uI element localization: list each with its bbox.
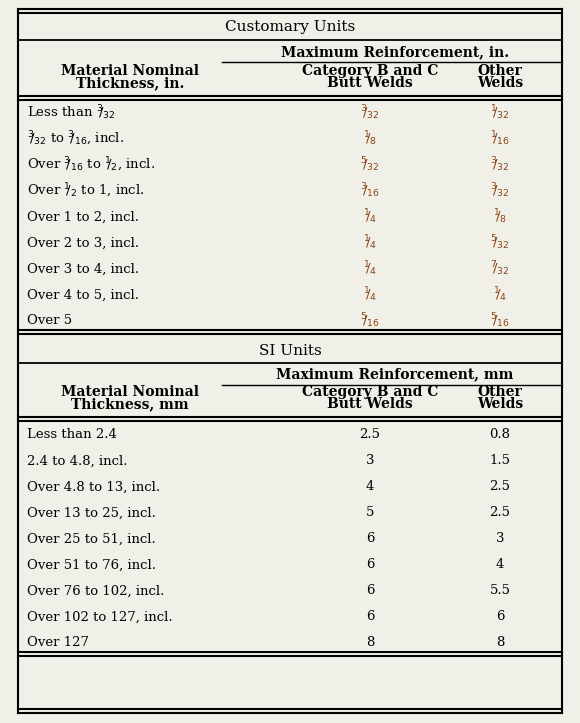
Text: 8: 8 — [496, 636, 504, 649]
Text: Over 5: Over 5 — [27, 315, 72, 328]
Text: 4: 4 — [496, 558, 504, 571]
Text: Thickness, in.: Thickness, in. — [76, 76, 184, 90]
Text: $^1\!\!/_{4}$: $^1\!\!/_{4}$ — [363, 260, 377, 278]
Text: 5: 5 — [366, 507, 374, 520]
Text: $^5\!\!/_{16}$: $^5\!\!/_{16}$ — [490, 312, 510, 330]
Text: 2.4 to 4.8, incl.: 2.4 to 4.8, incl. — [27, 455, 128, 468]
Text: 2.5: 2.5 — [360, 429, 380, 442]
Text: Over 3 to 4, incl.: Over 3 to 4, incl. — [27, 262, 139, 275]
Text: Over 76 to 102, incl.: Over 76 to 102, incl. — [27, 584, 164, 597]
Text: Category B and C: Category B and C — [302, 64, 438, 78]
Text: $^1\!\!/_{4}$: $^1\!\!/_{4}$ — [363, 234, 377, 252]
Text: 4: 4 — [366, 481, 374, 494]
Text: 6: 6 — [496, 610, 504, 623]
Text: Less than $^3\!\!/_{32}$: Less than $^3\!\!/_{32}$ — [27, 103, 115, 122]
Text: Welds: Welds — [477, 397, 523, 411]
Text: $^3\!\!/_{32}$: $^3\!\!/_{32}$ — [360, 103, 380, 122]
Text: Over 25 to 51, incl.: Over 25 to 51, incl. — [27, 533, 156, 545]
Text: 1.5: 1.5 — [490, 455, 510, 468]
Text: $^3\!\!/_{32}$ to $^3\!\!/_{16}$, incl.: $^3\!\!/_{32}$ to $^3\!\!/_{16}$, incl. — [27, 130, 124, 148]
Text: Other: Other — [477, 385, 523, 399]
Text: Over 13 to 25, incl.: Over 13 to 25, incl. — [27, 507, 156, 520]
Text: $^3\!\!/_{32}$: $^3\!\!/_{32}$ — [490, 181, 510, 200]
Text: $^5\!\!/_{16}$: $^5\!\!/_{16}$ — [360, 312, 380, 330]
Text: Over $^3\!\!/_{16}$ to $^1\!\!/_{2}$, incl.: Over $^3\!\!/_{16}$ to $^1\!\!/_{2}$, in… — [27, 156, 155, 174]
Text: $^5\!\!/_{32}$: $^5\!\!/_{32}$ — [360, 155, 380, 174]
Text: Over 4 to 5, incl.: Over 4 to 5, incl. — [27, 288, 139, 301]
Text: Maximum Reinforcement, in.: Maximum Reinforcement, in. — [281, 45, 509, 59]
Text: Material Nominal: Material Nominal — [61, 64, 199, 78]
Text: Maximum Reinforcement, mm: Maximum Reinforcement, mm — [276, 367, 514, 381]
Text: $^1\!\!/_{4}$: $^1\!\!/_{4}$ — [493, 286, 507, 304]
Text: 6: 6 — [366, 533, 374, 545]
Text: Over 102 to 127, incl.: Over 102 to 127, incl. — [27, 610, 173, 623]
Text: Over 1 to 2, incl.: Over 1 to 2, incl. — [27, 210, 139, 223]
Text: 5.5: 5.5 — [490, 584, 510, 597]
Text: $^1\!\!/_{4}$: $^1\!\!/_{4}$ — [363, 286, 377, 304]
Text: 2.5: 2.5 — [490, 507, 510, 520]
Text: Over 4.8 to 13, incl.: Over 4.8 to 13, incl. — [27, 481, 160, 494]
Text: Over $^1\!\!/_{2}$ to 1, incl.: Over $^1\!\!/_{2}$ to 1, incl. — [27, 182, 144, 200]
Text: 0.8: 0.8 — [490, 429, 510, 442]
Text: 3: 3 — [496, 533, 504, 545]
Text: $^1\!\!/_{8}$: $^1\!\!/_{8}$ — [363, 129, 377, 148]
Text: Over 127: Over 127 — [27, 636, 89, 649]
Text: $^1\!\!/_{16}$: $^1\!\!/_{16}$ — [490, 129, 510, 148]
Text: $^1\!\!/_{32}$: $^1\!\!/_{32}$ — [490, 103, 510, 122]
Text: Other: Other — [477, 64, 523, 78]
Text: 6: 6 — [366, 558, 374, 571]
Text: $^5\!\!/_{32}$: $^5\!\!/_{32}$ — [490, 234, 510, 252]
Text: Butt Welds: Butt Welds — [327, 397, 413, 411]
Text: 8: 8 — [366, 636, 374, 649]
Text: Over 2 to 3, incl.: Over 2 to 3, incl. — [27, 236, 139, 249]
Text: $^3\!\!/_{16}$: $^3\!\!/_{16}$ — [360, 181, 380, 200]
Text: $^1\!\!/_{4}$: $^1\!\!/_{4}$ — [363, 208, 377, 226]
Text: 6: 6 — [366, 584, 374, 597]
Text: Customary Units: Customary Units — [225, 20, 355, 34]
Text: 6: 6 — [366, 610, 374, 623]
Text: Category B and C: Category B and C — [302, 385, 438, 399]
Text: Material Nominal: Material Nominal — [61, 385, 199, 399]
Text: 3: 3 — [366, 455, 374, 468]
Text: Butt Welds: Butt Welds — [327, 76, 413, 90]
Text: $^7\!\!/_{32}$: $^7\!\!/_{32}$ — [490, 260, 510, 278]
Text: Less than 2.4: Less than 2.4 — [27, 429, 117, 442]
Text: $^1\!\!/_{8}$: $^1\!\!/_{8}$ — [493, 208, 507, 226]
Text: 2.5: 2.5 — [490, 481, 510, 494]
Text: Thickness, mm: Thickness, mm — [71, 397, 189, 411]
Text: Welds: Welds — [477, 76, 523, 90]
Text: SI Units: SI Units — [259, 344, 321, 358]
Text: $^3\!\!/_{32}$: $^3\!\!/_{32}$ — [490, 155, 510, 174]
Text: Over 51 to 76, incl.: Over 51 to 76, incl. — [27, 558, 156, 571]
